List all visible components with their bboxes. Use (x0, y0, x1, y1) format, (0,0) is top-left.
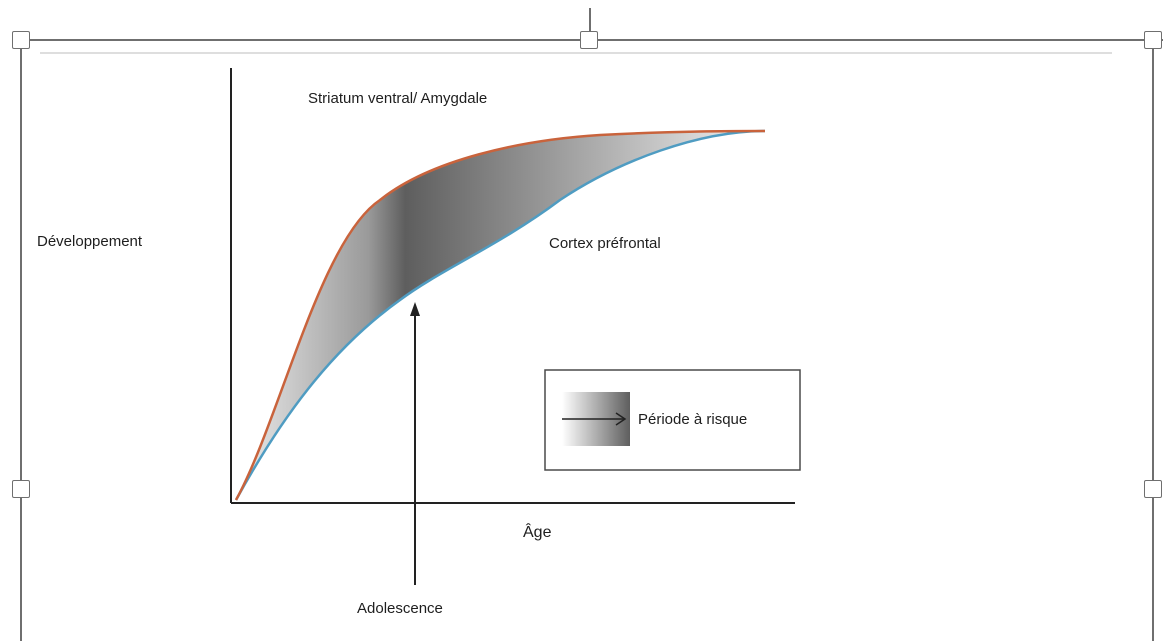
striatum-amygdale-curve (234, 129, 766, 501)
risk-period-shading (236, 131, 765, 500)
resize-handle-top-right[interactable] (1144, 31, 1162, 49)
resize-handle-middle-right[interactable] (1144, 480, 1162, 498)
up-arrow-icon (410, 302, 420, 585)
inner-separator-line (40, 52, 1112, 54)
x-axis-label: Âge (523, 524, 552, 541)
legend-label: Période à risque (638, 411, 748, 428)
resize-handle-top-center[interactable] (580, 31, 598, 49)
selection-frame-left (20, 39, 22, 641)
resize-handle-middle-left[interactable] (12, 480, 30, 498)
y-axis-label: Développement (37, 233, 143, 250)
adolescence-label: Adolescence (357, 600, 443, 617)
striatum-amygdale-label: Striatum ventral/ Amygdale (308, 90, 488, 107)
cortex-prefrontal-curve (234, 129, 766, 501)
resize-handle-top-left[interactable] (12, 31, 30, 49)
rotation-handle-line (589, 8, 591, 39)
selection-frame-right (1152, 39, 1154, 641)
cortex-prefrontal-label: Cortex préfrontal (549, 235, 661, 252)
right-arrow-icon (562, 412, 627, 426)
